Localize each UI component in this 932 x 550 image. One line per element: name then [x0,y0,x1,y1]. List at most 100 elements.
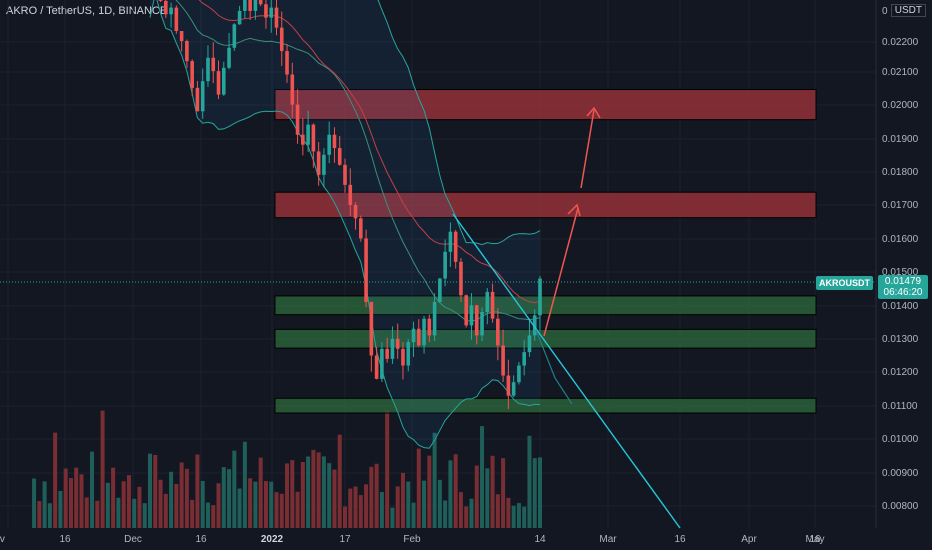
candle-body [512,382,516,395]
volume-bar [243,442,247,528]
candle [175,5,179,33]
volume-bar [401,473,405,528]
volume-bar [79,474,83,528]
volume-bar [433,433,437,528]
volume-bar [290,460,294,528]
symbol-badge: AKROUSDT [816,276,873,290]
candle-body [296,105,300,135]
volume-bar [327,463,331,528]
candle-body [391,339,395,359]
volume-bar [185,469,189,528]
candle-body [359,218,363,238]
candle-body [370,302,374,356]
volume-bar [248,478,252,528]
candle-body [238,11,242,24]
price-tick-label: 0 [882,6,888,17]
candle-body [211,58,215,71]
candle-body [333,135,337,148]
candle [364,230,368,308]
price-tick-label: 0.01300 [882,334,919,345]
volume-bar [332,470,336,528]
candle-body [343,165,347,185]
candle-body [164,1,168,14]
candle-body [385,349,389,359]
candle-body [301,135,305,145]
candle-body [380,349,384,379]
volume-bar [390,508,394,528]
volume-bar [211,505,215,528]
price-tick-label: 0.01000 [882,434,919,445]
volume-bar [506,498,510,528]
candle-body [401,349,405,366]
candle-body [248,0,252,11]
candle-body [275,8,279,28]
candle-body [201,81,205,111]
volume-bar [280,494,284,528]
volume-bar [496,494,500,528]
volume-bar [37,501,41,528]
candle-body [175,8,179,31]
volume-bar [522,507,526,528]
time-tick-label: 16 [674,534,686,545]
volume-bar [491,456,495,528]
price-tick-label: 0.01400 [882,301,919,312]
volume-bar [406,482,410,528]
volume-bar [206,503,210,528]
candle-body [317,151,321,174]
candle-body [443,252,447,279]
volume-bar [111,468,115,528]
price-axis[interactable]: 0.00800 0.00900 0.01000 0.01100 0.01200 0.013… [882,6,919,512]
volume-bar [469,499,473,528]
volume-bar [364,484,368,528]
volume-bar [180,462,184,528]
price-tick-label: 0.01800 [882,167,919,178]
candle-body [196,88,200,111]
candle-body [269,8,273,18]
price-tick-label: 0.01900 [882,134,919,145]
price-tick-label: 0.01600 [882,234,919,245]
volume-bar [127,475,131,528]
volume-bar [385,411,389,528]
volume-bar [222,467,226,528]
volume-bar [322,456,326,528]
candle-body [501,345,505,375]
volume-bar [259,458,263,528]
volume-bar [343,507,347,528]
target-arrow-2 [581,110,594,188]
price-tick-label: 0.00800 [882,501,919,512]
volume-bar [301,462,305,528]
candle-body [417,329,421,346]
volume-bar [396,486,400,528]
volume-bar [422,481,426,528]
volume-bar [517,503,521,528]
volume-bar [454,454,458,528]
candle-body [254,0,258,11]
time-tick-label: May [806,534,825,545]
volume-bar [122,481,126,528]
candle-body [459,262,463,295]
volume-bar [217,483,221,528]
candle-body [280,28,284,51]
volume-bar [95,501,99,528]
volume-bar [443,500,447,528]
candle-body [222,68,226,95]
volume-bar [501,458,505,528]
volume-bar [169,472,173,528]
volume-bar [64,469,68,528]
time-axis[interactable]: Nov16Dec16202217Feb14Mar16Apr16May [0,534,824,545]
price-tick-label: 0.02000 [882,100,919,111]
candle-body [528,335,532,352]
candle [370,302,374,372]
support-zone [275,296,816,315]
volume-bar [85,497,89,528]
volume-bar [354,487,358,528]
support-zone [275,398,816,413]
candle-body [406,342,410,365]
candle-body [322,155,326,175]
candle-body [285,51,289,74]
volume-bar [512,506,516,528]
candle-body [485,292,489,312]
volume-bar [306,456,310,528]
time-tick-label: 16 [195,534,207,545]
